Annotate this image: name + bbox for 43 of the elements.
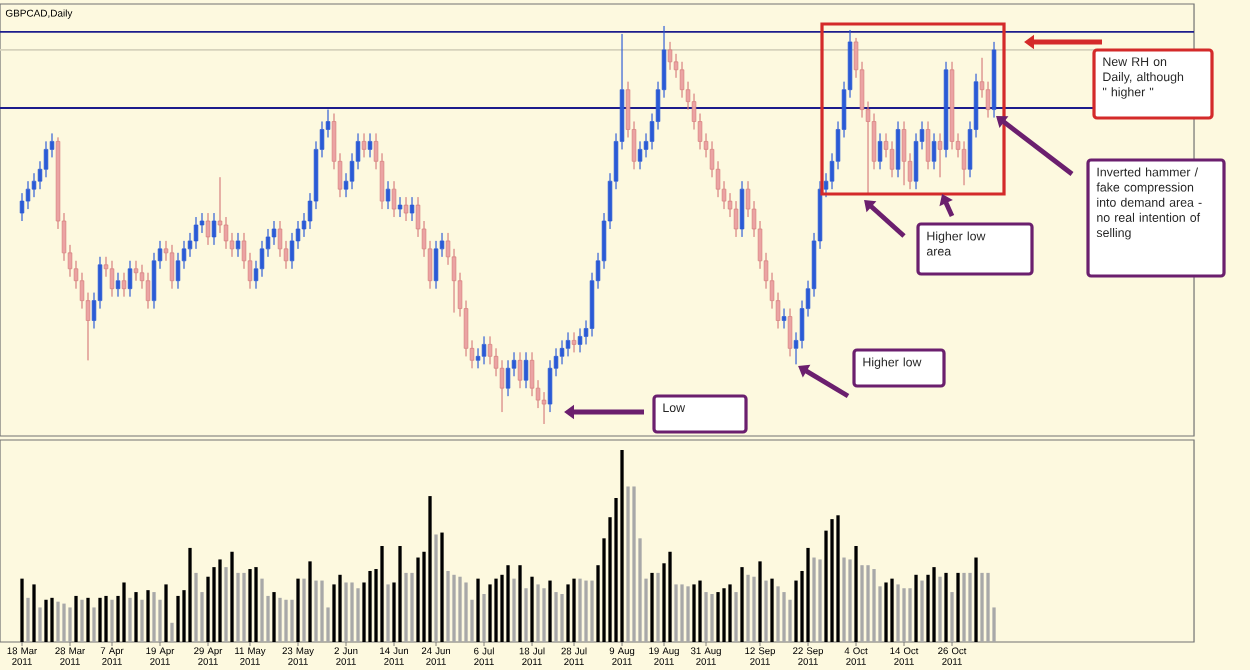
candlestick bbox=[109, 260, 115, 297]
candlestick bbox=[781, 308, 787, 329]
candlestick bbox=[169, 244, 175, 290]
candlestick bbox=[361, 133, 367, 158]
candlestick bbox=[667, 41, 673, 71]
candlestick bbox=[397, 196, 403, 218]
candlestick bbox=[571, 332, 577, 353]
candlestick bbox=[481, 336, 487, 365]
candlestick bbox=[733, 200, 739, 238]
candlestick bbox=[115, 272, 121, 297]
candlestick bbox=[565, 332, 571, 357]
candlestick bbox=[235, 232, 241, 258]
candlestick bbox=[901, 121, 907, 186]
candlestick bbox=[505, 359, 511, 397]
candlestick bbox=[403, 196, 409, 222]
candlestick bbox=[577, 328, 583, 353]
candlestick bbox=[433, 240, 439, 290]
candlestick bbox=[925, 121, 931, 170]
candlestick bbox=[931, 133, 937, 170]
candlestick bbox=[409, 196, 415, 222]
candlestick bbox=[211, 212, 217, 246]
candlestick bbox=[949, 61, 955, 150]
candlestick bbox=[739, 180, 745, 238]
candlestick bbox=[889, 141, 895, 178]
candlestick bbox=[367, 133, 373, 158]
candlestick bbox=[205, 212, 211, 246]
candlestick bbox=[877, 133, 883, 170]
candlestick bbox=[991, 41, 997, 118]
candlestick bbox=[523, 352, 529, 389]
candlestick bbox=[787, 308, 793, 357]
candlestick bbox=[391, 180, 397, 218]
candlestick bbox=[121, 272, 127, 297]
candlestick bbox=[127, 260, 133, 297]
candlestick bbox=[961, 141, 967, 186]
candlestick bbox=[937, 133, 943, 178]
candlestick bbox=[517, 352, 523, 389]
candlestick bbox=[193, 216, 199, 250]
candlestick bbox=[133, 260, 139, 282]
candlestick bbox=[145, 272, 151, 309]
candlestick bbox=[637, 141, 643, 170]
candlestick bbox=[943, 61, 949, 158]
candlestick bbox=[385, 180, 391, 210]
candlestick bbox=[895, 121, 901, 178]
